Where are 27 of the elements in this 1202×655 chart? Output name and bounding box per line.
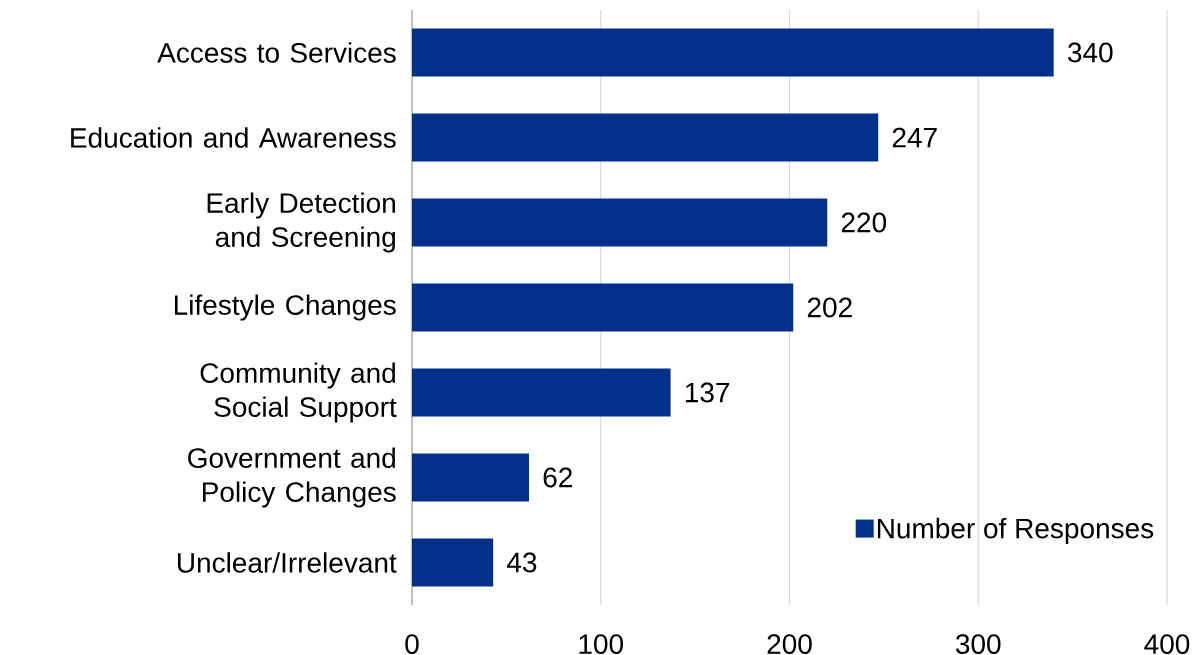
y-tick-label: Community and Social Support	[200, 362, 397, 423]
data-label: 247	[892, 127, 937, 148]
bar	[412, 453, 530, 502]
data-label: 62	[543, 467, 572, 488]
x-tick-label: 100	[579, 634, 624, 655]
y-tick-label: Education and Awareness	[71, 127, 396, 148]
y-tick-label: Early Detection and Screening	[207, 192, 395, 253]
y-tick-label: Unclear/Irrelevant	[177, 552, 397, 573]
y-tick-label: Lifestyle Changes	[174, 294, 396, 321]
legend-label: Number of Responses	[877, 517, 1154, 544]
y-tick-label: Government and Policy Changes	[188, 447, 396, 508]
bar	[412, 28, 1054, 77]
bar	[412, 283, 794, 332]
bar	[412, 368, 671, 417]
x-tick-label: 400	[1144, 634, 1190, 655]
data-label: 43	[507, 552, 537, 573]
data-label: 202	[807, 297, 852, 318]
y-tick-label: Access to Services	[157, 42, 396, 63]
data-label: 137	[685, 382, 730, 403]
bar	[412, 198, 828, 247]
bar	[412, 113, 879, 162]
x-tick-label: 300	[955, 634, 1001, 655]
x-tick-label: 200	[767, 634, 812, 655]
data-label: 340	[1068, 42, 1113, 63]
bar	[412, 538, 494, 587]
x-tick-label: 0	[405, 634, 419, 655]
data-label: 220	[841, 212, 887, 233]
